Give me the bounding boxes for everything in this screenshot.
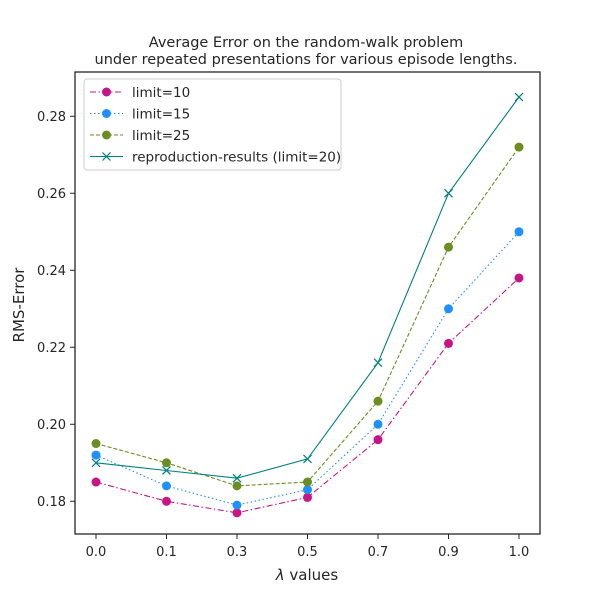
series-2-point-1 [91, 450, 101, 460]
y-tick-label-5: 0.26 [37, 187, 66, 202]
x-tick-label-1: 0.0 [86, 545, 107, 560]
legend-label-4: reproduction-results (limit=20) [132, 150, 341, 166]
x-tick-label-5: 0.7 [368, 545, 389, 560]
series-4-point-7 [514, 92, 524, 102]
series-3-point-4 [303, 477, 312, 487]
y-tick-label-4: 0.24 [37, 264, 66, 279]
x-tick-label-7: 1.0 [509, 545, 530, 560]
x-tick-label-4: 0.5 [297, 545, 318, 560]
legend-label-2: limit=15 [132, 107, 190, 123]
chart-title-line-1: Average Error on the random-walk problem [149, 35, 463, 51]
series-2-point-3 [232, 500, 242, 510]
chart-title-line-2: under repeated presentations for various… [95, 52, 518, 68]
series-2-point-7 [514, 227, 524, 237]
y-tick-label-1: 0.18 [37, 495, 66, 510]
series-4-point-5 [373, 358, 383, 368]
series-3-point-2 [162, 458, 171, 468]
series-1-point-2 [162, 496, 171, 506]
series-2-point-4 [303, 485, 312, 495]
legend-label-3: limit=25 [132, 128, 190, 144]
series-3-point-5 [373, 396, 383, 406]
y-tick-label-2: 0.20 [37, 418, 66, 433]
series-4-point-6 [444, 188, 453, 198]
series-1-point-7 [514, 273, 524, 283]
x-tick-label-3: 0.3 [227, 545, 248, 560]
plot-area [91, 92, 524, 518]
legend-marker-3 [102, 130, 111, 140]
axes: 0.0 0.1 0.3 0.5 0.7 0.9 1.0 0.18 0.20 0.22 0.24 0.2… [37, 71, 541, 560]
legend: limit=10 limit=15 limit=25 reproduction-res… [83, 78, 342, 171]
legend-marker-2 [102, 109, 111, 118]
y-tick-label-6: 0.28 [37, 110, 66, 125]
series-4-point-1 [91, 458, 101, 468]
legend-box [83, 78, 342, 171]
series-1-point-4 [303, 492, 312, 502]
x-tick-label-2: 0.1 [156, 545, 177, 560]
chart-title: Average Error on the random-walk problem… [95, 35, 518, 68]
legend-label-1: limit=10 [132, 85, 190, 101]
legend-marker-1 [102, 87, 111, 97]
series-2-point-5 [373, 419, 383, 429]
series-3-point-6 [444, 242, 453, 252]
series-2-point-2 [162, 481, 171, 491]
series-4-point-2 [162, 466, 171, 475]
x-tick-label-6: 0.9 [438, 545, 459, 560]
legend-marker-4 [102, 152, 111, 161]
series-3-point-3 [232, 481, 242, 491]
y-axis-label: RMS-Error [10, 267, 28, 343]
series-3-point-1 [91, 439, 101, 449]
series-1-point-6 [444, 338, 453, 348]
series-1-point-1 [91, 477, 101, 487]
series-4-point-4 [303, 454, 312, 464]
series-3-point-7 [514, 142, 524, 152]
series-2-point-6 [444, 304, 453, 314]
y-tick-label-3: 0.22 [37, 341, 66, 356]
x-axis-label: λ values [275, 566, 339, 584]
series-1-point-5 [373, 435, 383, 445]
series-1-point-3 [232, 508, 242, 518]
series-4-point-3 [232, 473, 242, 483]
